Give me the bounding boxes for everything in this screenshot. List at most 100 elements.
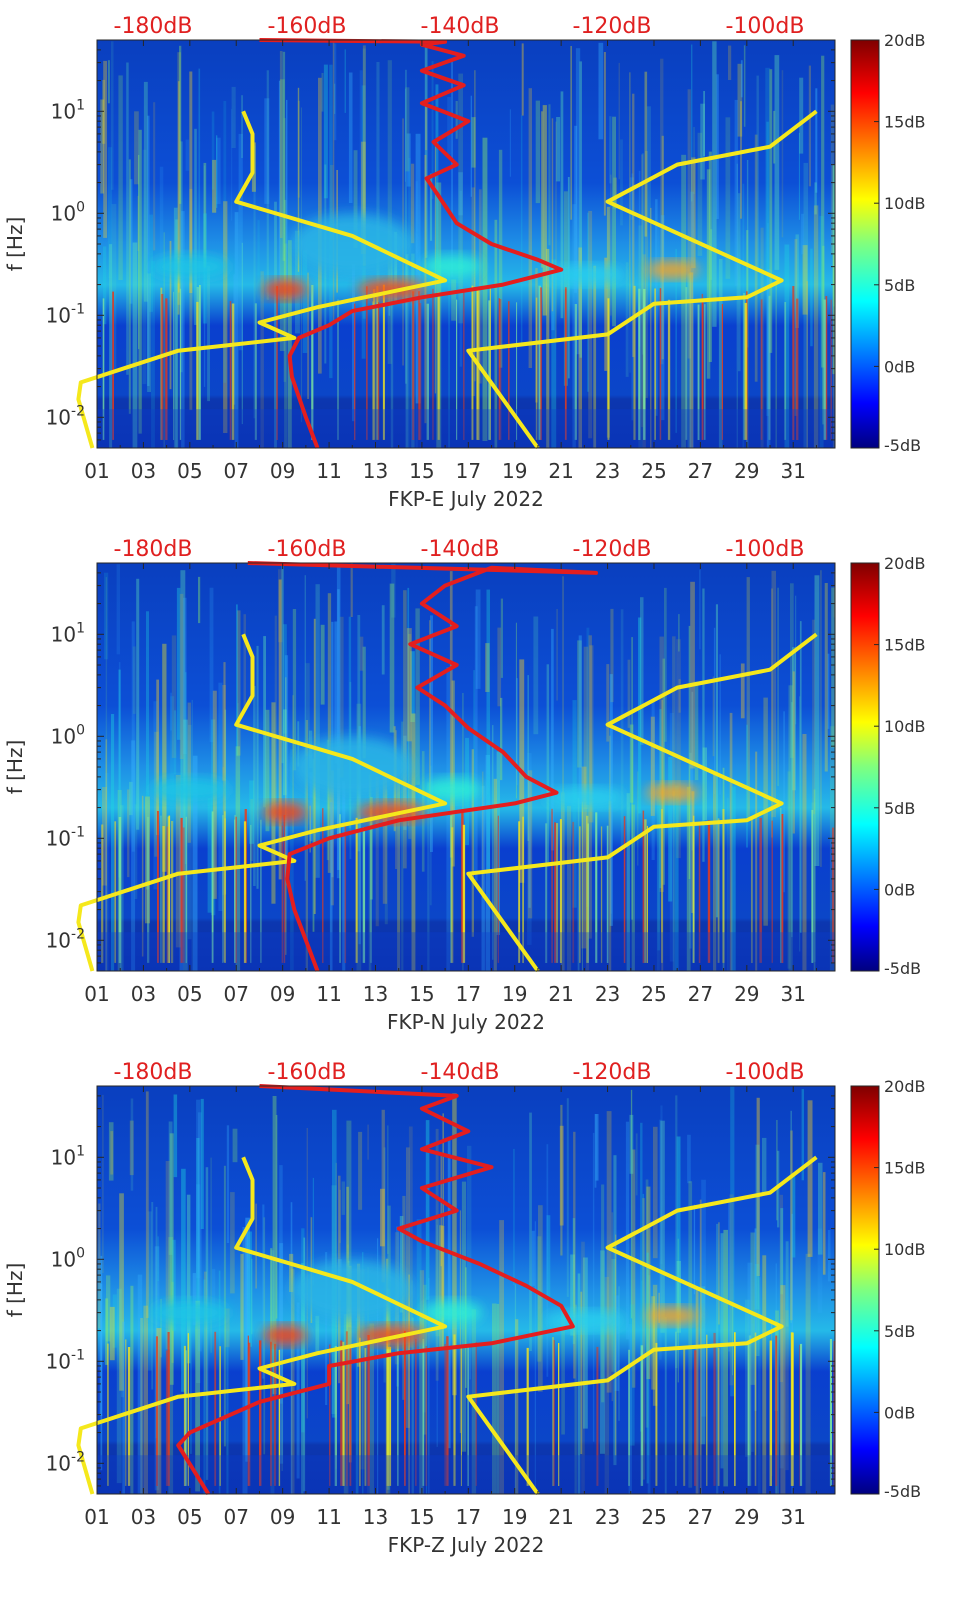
psd-line (247, 561, 598, 972)
texture-streak (660, 58, 664, 365)
event-spike (382, 284, 385, 440)
event-spike (706, 1334, 708, 1486)
texture-streak (629, 724, 634, 803)
texture-streak (157, 1236, 159, 1282)
texture-streak (629, 177, 634, 220)
event-spike (157, 811, 159, 963)
event-spike (644, 819, 647, 963)
texture-streak (678, 679, 681, 713)
texture-streak (575, 48, 581, 355)
texture-streak (689, 752, 692, 949)
event-spike (587, 823, 589, 963)
db-tick-label: -100dB (726, 14, 805, 39)
texture-streak (241, 242, 243, 425)
texture-streak (719, 654, 721, 795)
texture-streak (384, 789, 388, 925)
texture-streak (111, 204, 117, 371)
colorbar-tick-label: 20dB (884, 31, 926, 50)
texture-streak (783, 711, 785, 893)
texture-streak (638, 225, 643, 448)
texture-streak (676, 639, 681, 859)
texture-streak (716, 74, 719, 219)
texture-streak (657, 222, 660, 280)
event-spike (574, 304, 577, 440)
texture-streak (332, 41, 335, 324)
texture-streak (404, 88, 406, 182)
event-spike (596, 1346, 599, 1486)
x-tick-label: 29 (734, 459, 759, 483)
texture-streak (604, 1277, 609, 1494)
microseism-blob (646, 783, 699, 802)
texture-streak (342, 780, 346, 971)
texture-streak (146, 611, 149, 890)
event-spike (572, 821, 575, 963)
texture-streak (362, 646, 366, 759)
event-spike (694, 1350, 697, 1486)
texture-streak (143, 81, 148, 302)
texture-streak (700, 1286, 706, 1445)
texture-streak (790, 1130, 793, 1321)
event-spike (183, 1345, 186, 1486)
texture-streak (538, 1205, 543, 1392)
texture-streak (141, 795, 144, 957)
texture-streak (151, 1202, 154, 1390)
texture-streak (644, 151, 648, 398)
texture-streak (751, 1323, 755, 1452)
db-tick-label: -140dB (421, 537, 500, 562)
x-tick-label: 03 (131, 982, 156, 1006)
event-spike (373, 289, 376, 440)
texture-streak (821, 55, 825, 368)
event-spike (386, 1338, 388, 1486)
db-tick-label: -180dB (114, 1060, 193, 1085)
y-tick-label: 100 (51, 199, 85, 225)
texture-streak (792, 671, 795, 834)
texture-streak (556, 117, 561, 182)
texture-streak (225, 1308, 230, 1348)
texture-streak (211, 111, 215, 190)
texture-streak (105, 577, 108, 800)
texture-streak (251, 1258, 253, 1335)
texture-streak (551, 259, 557, 448)
event-spike (224, 811, 226, 963)
texture-streak (358, 1131, 363, 1210)
texture-streak (687, 273, 691, 448)
texture-streak (458, 73, 463, 324)
event-spike (354, 303, 356, 440)
y-tick-label: 10-1 (46, 301, 85, 327)
texture-streak (790, 583, 794, 758)
texture-streak (832, 253, 835, 448)
texture-streak (337, 768, 340, 839)
texture-streak (718, 1222, 720, 1325)
colorbar-tick-label: 5dB (884, 276, 915, 295)
texture-streak (169, 240, 172, 390)
texture-streak (600, 1250, 605, 1454)
texture-streak (455, 101, 458, 139)
texture-streak (574, 125, 578, 293)
texture-streak (367, 1124, 369, 1160)
x-tick-label: 19 (502, 459, 527, 483)
x-tick-label: 31 (780, 1505, 805, 1529)
event-spike (771, 820, 773, 963)
texture-streak (801, 213, 804, 255)
texture-streak (813, 789, 816, 971)
texture-streak (275, 1115, 278, 1319)
texture-streak (691, 44, 693, 202)
texture-streak (290, 1202, 293, 1494)
texture-streak (577, 798, 580, 971)
event-spike (339, 814, 341, 963)
texture-streak (140, 1318, 143, 1494)
texture-streak (173, 207, 178, 448)
x-tick-label: 11 (316, 459, 341, 483)
event-spike (167, 816, 170, 963)
texture-streak (784, 244, 790, 448)
texture-streak (632, 93, 635, 357)
texture-streak (241, 95, 243, 158)
texture-streak (176, 587, 181, 740)
texture-streak (344, 49, 346, 113)
texture-streak (309, 805, 311, 853)
event-spike (830, 299, 832, 440)
texture-streak (737, 193, 741, 372)
texture-streak (601, 1184, 605, 1403)
event-spike (211, 811, 214, 963)
texture-streak (250, 799, 253, 861)
